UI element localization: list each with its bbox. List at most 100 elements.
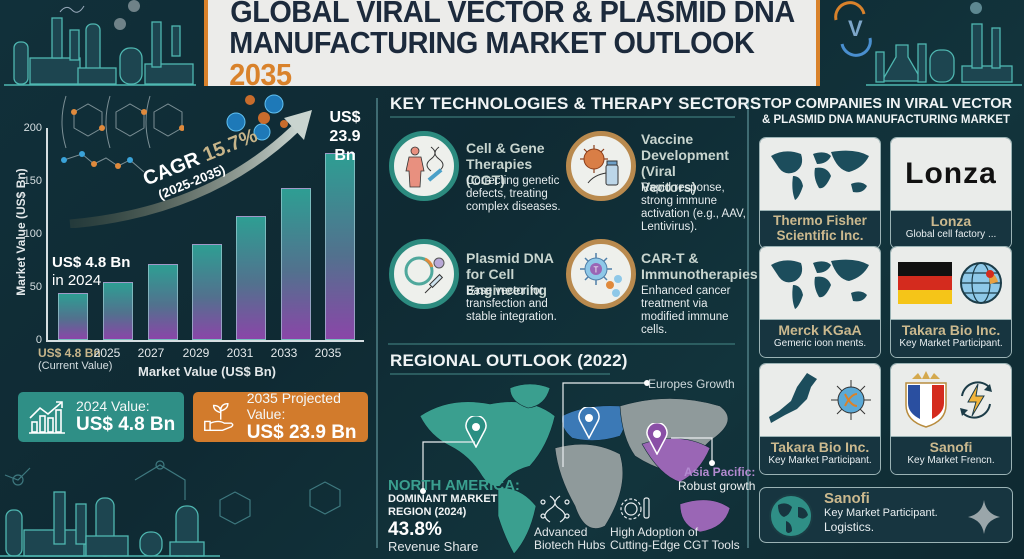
lab-flask-icon: V (834, 1, 1022, 86)
x-tick: 2031 (226, 346, 254, 360)
north-america-callout: NORTH AMERICA: DOMINANT MARKET REGION (2… (388, 478, 520, 554)
x-tick: 2025 (93, 346, 121, 360)
bar-2033 (281, 188, 311, 340)
gear-cell-icon (620, 497, 650, 520)
company-card-sanofi[interactable]: Sanofi Key Market Frencn. (890, 363, 1012, 475)
value-card-value: US$ 23.9 Bn (246, 422, 357, 443)
tech-desc-cgt: Correcting genetic defects, treating com… (466, 175, 561, 213)
na-title: NORTH AMERICA: (388, 477, 520, 494)
tech-desc-plasmid: Base vector for transfection and stable … (466, 285, 557, 323)
factory-illustration-left (0, 0, 200, 88)
bar-2029 (192, 244, 222, 340)
value-card-label: 2035 Projected Value: (246, 390, 341, 422)
map-greenland (509, 383, 551, 409)
virus-dna-icon (831, 380, 871, 420)
sparkle-icon (968, 500, 1000, 534)
cgt-adoption-label: High Adoption of Cutting-Edge CGT Tools (610, 526, 740, 552)
company-card-thermo-fisher[interactable]: Thermo Fisher Scientific Inc. (759, 137, 881, 249)
factory-icon (4, 0, 196, 86)
title-year: 2035 (229, 56, 292, 92)
annotation-2035-value: 23.9 Bn (329, 128, 361, 164)
asia-pacific-callout: Asia Pacific: Robust growth (678, 465, 755, 493)
na-sub-2: REGION (2024) (388, 506, 467, 518)
map-south-america (497, 487, 537, 555)
y-tick: 200 (23, 122, 42, 134)
cagr-arrow (69, 110, 312, 228)
plasmid-icon-circle (389, 239, 459, 309)
pin-asia-icon (646, 423, 668, 455)
annotation-2035: US$ 23.9 Bn (318, 108, 372, 165)
asia-pacific-title: Asia Pacific: (684, 465, 756, 479)
pin-north-america-icon (465, 416, 487, 448)
biotech-hubs-line-1: Advanced (534, 525, 588, 539)
region-title-underline (390, 373, 610, 375)
globe-pin-icon (960, 262, 1002, 304)
market-chart: Market Value (US$ Bn) 200 150 100 50 0 C… (0, 0, 372, 390)
value-card-2035: 2035 Projected Value: US$ 23.9 Bn (193, 390, 368, 443)
tech-title-cart: CAR-T & Immunotherapies (641, 250, 758, 282)
world-map-icon (771, 259, 869, 309)
x-tick: 2027 (137, 346, 165, 360)
globe-icon (769, 494, 813, 538)
world-map-image (760, 247, 880, 319)
y-axis (46, 128, 48, 340)
german-flag-icon (898, 262, 952, 304)
x-axis (46, 340, 364, 342)
energy-cycle-icon (960, 381, 992, 419)
title-line-1: GLOBAL VIRAL VECTOR & PLASMID DNA (229, 0, 795, 29)
title-banner: GLOBAL VIRAL VECTOR & PLASMID DNA MANUFA… (204, 0, 820, 90)
japan-virus-image (760, 364, 880, 436)
company-name: Thermo Fisher Scientific Inc. (773, 213, 867, 243)
current-value-label: US$ 4.8 Bn (38, 346, 101, 360)
tech-desc-cart: Enhanced cancer treatment via modified i… (641, 285, 731, 336)
tech-section-divider (388, 343, 735, 345)
value-card-label: 2024 Value: (76, 398, 150, 414)
annotation-2024-year: in 2024 (52, 272, 102, 289)
na-sub-1: DOMINANT MARKET (388, 493, 498, 505)
company-desc-2: Logistics. (824, 520, 875, 534)
cart-icon-circle: T (566, 239, 636, 309)
company-name: Sanofi (824, 490, 870, 507)
title-line-2: MANUFACTURING MARKET OUTLOOK 2035 (229, 27, 794, 90)
na-percentage-label: Revenue Share (388, 539, 479, 554)
y-tick: 150 (23, 175, 42, 187)
tech-title-vaccine: Vaccine Development (Viral Vectors) (641, 131, 729, 195)
annotation-2024-value: US$ 4.8 Bn (52, 254, 131, 271)
growth-chart-icon (29, 401, 65, 434)
company-name: Takara Bio Inc. (901, 322, 1001, 338)
annotation-2024: US$ 4.8 Bn in 2024 (52, 254, 130, 290)
company-card-takara-1[interactable]: Takara Bio Inc. Key Market Participant. (890, 246, 1012, 358)
world-map-icon (771, 150, 869, 200)
x-tick: 2033 (270, 346, 298, 360)
company-desc: Key Market Participant. (768, 455, 872, 466)
annotation-2035-currency: US$ (329, 109, 361, 126)
japan-map-icon (769, 373, 817, 423)
plasmid-syringe-icon (404, 256, 445, 294)
svg-text:T: T (594, 266, 599, 275)
company-desc: Key Market Participant. (899, 338, 1003, 349)
lonza-logo-image: Lonza (891, 138, 1011, 210)
europe-growth-label: Europes Growth (648, 377, 735, 391)
cgt-adoption-line-2: Cutting-Edge CGT Tools (610, 538, 740, 552)
french-crest-icon (905, 371, 947, 428)
map-north-america (419, 401, 556, 487)
y-tick: 100 (23, 228, 42, 240)
svg-text:V: V (848, 16, 863, 41)
y-tick: 50 (29, 281, 42, 293)
cgt-adoption-line-1: High Adoption of (610, 525, 699, 539)
map-oceania (679, 499, 731, 533)
current-value-sub: (Current Value) (38, 360, 113, 372)
divider-left (376, 98, 378, 548)
company-card-lonza[interactable]: Lonza Lonza Global cell factory ... (890, 137, 1012, 249)
bar-2031 (236, 216, 266, 340)
company-card-merck[interactable]: Merck KGaA Gemeric ioon ments. (759, 246, 881, 358)
company-name: Takara Bio Inc. (770, 439, 870, 455)
biotech-hubs-line-2: Biotech Hubs (534, 538, 606, 552)
company-desc: Key Market Frencn. (907, 455, 995, 466)
asia-pacific-sub: Robust growth (678, 479, 756, 493)
bar-2025 (103, 282, 133, 340)
company-card-takara-2[interactable]: Takara Bio Inc. Key Market Participant. (759, 363, 881, 475)
companies-title-line-2: & PLASMID DNA MANUFACTURING MARKET (762, 114, 1011, 126)
na-percentage: 43.8% (388, 519, 442, 540)
company-card-sanofi-wide[interactable]: Sanofi Key Market Participant. Logistics… (759, 487, 1013, 543)
